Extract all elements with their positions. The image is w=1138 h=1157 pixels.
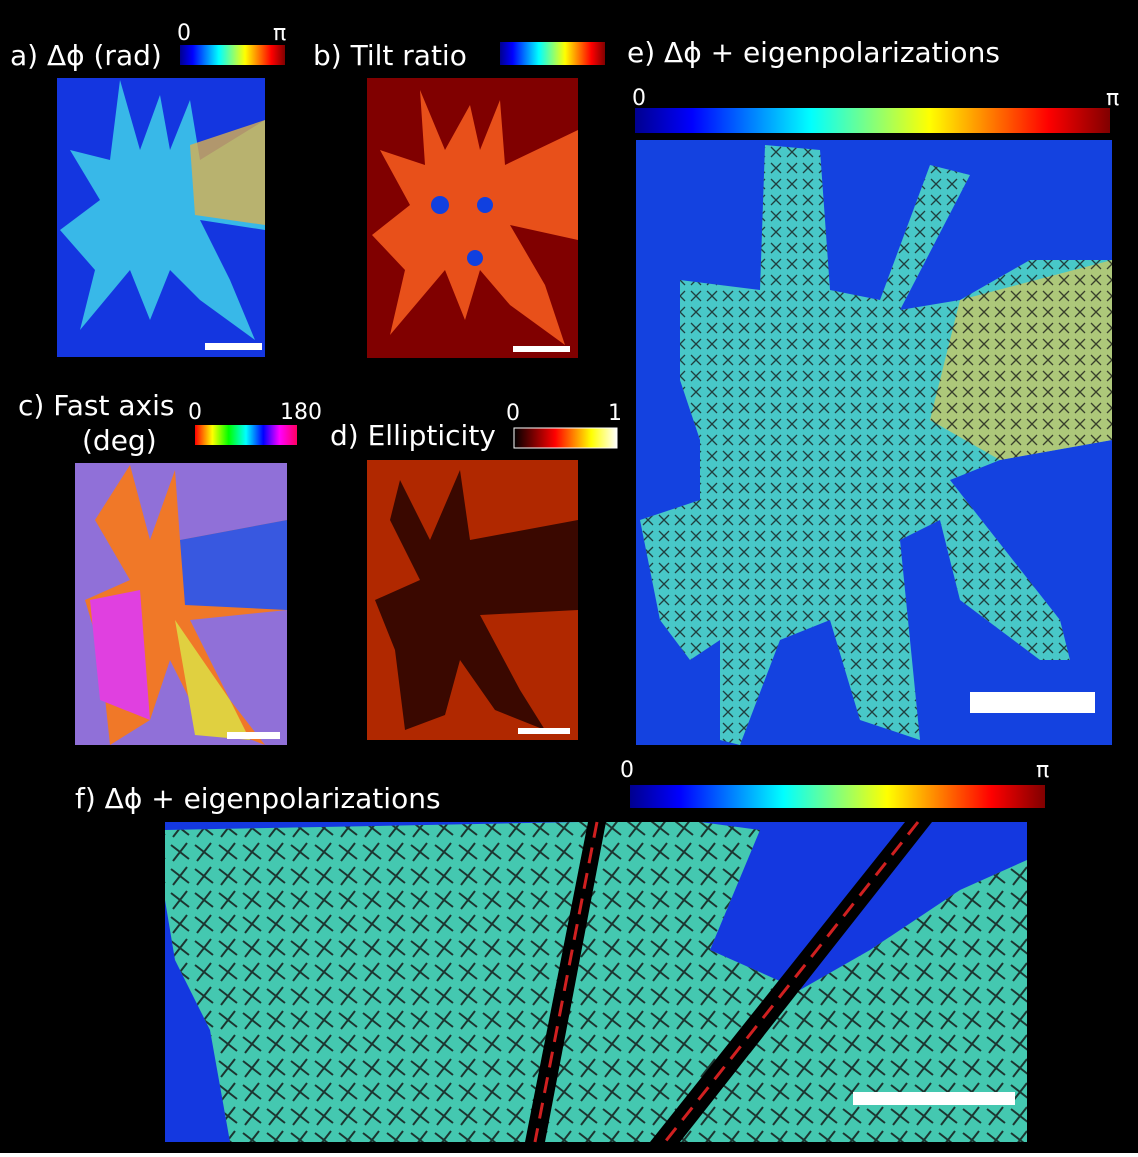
colorbar-min: 0 — [188, 400, 202, 425]
image-e — [636, 140, 1112, 745]
colorbar-max: π — [1106, 86, 1119, 111]
colorbar-min: 0 — [506, 401, 520, 426]
image-c — [75, 463, 287, 745]
panel-label: d) Ellipticity — [330, 419, 496, 452]
image-a — [57, 78, 265, 357]
colorbar — [180, 45, 285, 65]
colorbar — [630, 785, 1045, 808]
colorbar — [195, 425, 297, 445]
colorbar — [500, 42, 605, 65]
colorbar-min: 0 — [632, 86, 646, 111]
image-f — [165, 821, 1027, 1143]
colorbar-max: 180 — [280, 400, 322, 425]
panel-label: a) Δϕ (rad) — [10, 39, 162, 72]
colorbar-max: π — [273, 21, 286, 46]
colorbar-min: 0 — [177, 21, 191, 46]
image-b — [367, 78, 578, 358]
panel-label: f) Δϕ + eigenpolarizations — [75, 782, 441, 815]
colorbar-max: π — [1036, 758, 1049, 783]
image-d — [367, 460, 578, 740]
panel-label: e) Δϕ + eigenpolarizations — [627, 36, 1000, 69]
colorbar-max: 1 — [608, 401, 622, 426]
colorbar — [513, 427, 618, 449]
panel-label: (deg) — [82, 424, 157, 457]
colorbar-min: 0 — [620, 758, 634, 783]
colorbar — [635, 108, 1110, 133]
panel-label: b) Tilt ratio — [313, 39, 467, 72]
panel-label: c) Fast axis — [18, 389, 174, 422]
